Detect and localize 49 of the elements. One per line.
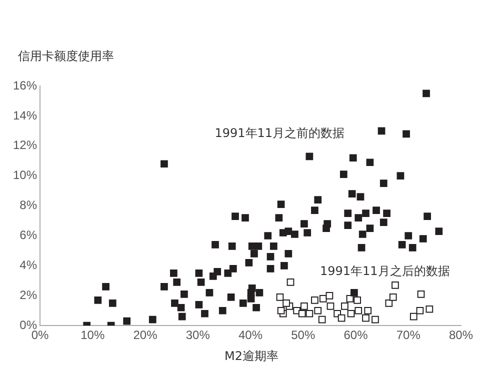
point (341, 302, 348, 310)
x-tick-label: 50% (291, 328, 316, 342)
y-tick-label: 16% (12, 78, 38, 92)
point (314, 306, 322, 314)
y-tick-label: 4% (20, 258, 38, 272)
point (306, 310, 314, 318)
point (326, 292, 334, 300)
point (426, 305, 434, 313)
point (389, 293, 397, 301)
annotation: 1991年11月之前的数据 (214, 126, 345, 140)
point (298, 310, 306, 318)
x-tick-label: 70% (396, 328, 421, 342)
point (338, 314, 346, 322)
y-tick-label: 8% (20, 198, 38, 212)
y-tick-label: 10% (12, 168, 38, 182)
x-tick-label: 10% (80, 328, 105, 342)
point (354, 296, 362, 304)
x-tick-label: 80% (448, 328, 474, 342)
point (282, 299, 290, 307)
point (318, 316, 326, 324)
point (311, 296, 318, 304)
point (326, 302, 334, 310)
point (276, 293, 284, 301)
x-tick-label: 60% (344, 328, 368, 342)
point (416, 306, 424, 314)
y-tick-label: 2% (20, 288, 38, 302)
y-tick-label: 12% (12, 138, 38, 152)
point (372, 316, 379, 324)
x-tick-label: 20% (133, 328, 158, 342)
y-axis-title: 信用卡额度使用率 (18, 48, 114, 65)
x-tick-label: 40% (238, 328, 263, 342)
annotation: 1991年11月之后的数据 (320, 264, 450, 278)
point (347, 310, 355, 318)
point (385, 299, 393, 307)
point (362, 314, 370, 322)
x-tick-label: 30% (186, 328, 210, 342)
y-tick-label: 6% (20, 228, 38, 242)
point (392, 281, 399, 289)
y-tick-label: 14% (12, 108, 38, 122)
point (354, 306, 362, 314)
point (364, 306, 372, 314)
point (346, 294, 354, 302)
x-axis-title: M2逾期率 (224, 348, 280, 365)
point (286, 278, 294, 286)
point (277, 306, 285, 314)
point (410, 312, 418, 320)
point (319, 294, 327, 302)
point (300, 302, 308, 310)
point (417, 290, 425, 298)
